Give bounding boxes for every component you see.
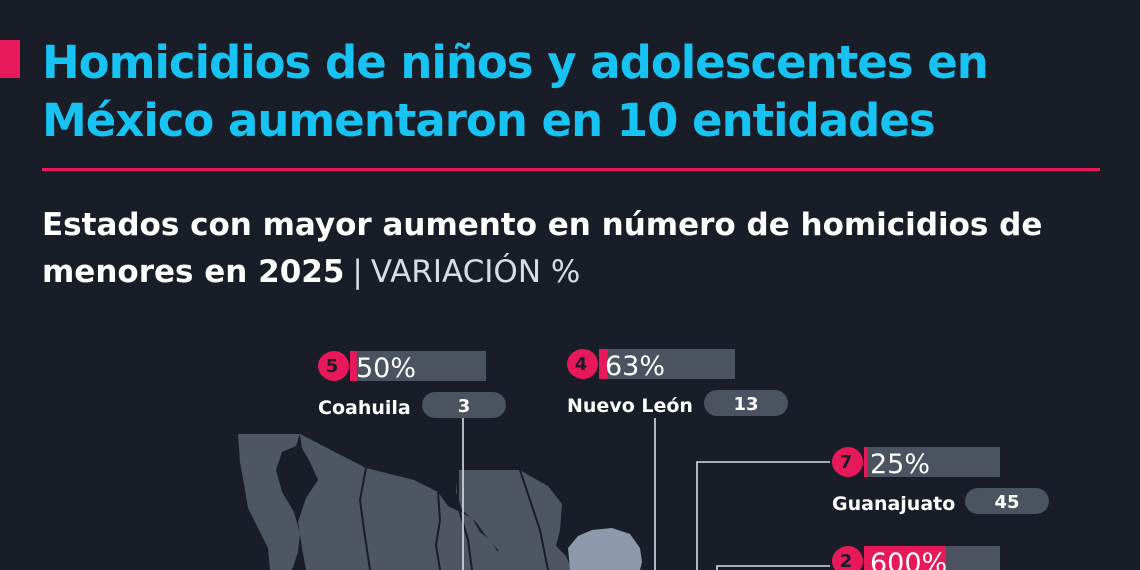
bar-value bbox=[599, 349, 608, 379]
bar-value bbox=[350, 351, 357, 381]
subtitle-unit: VARIACIÓN % bbox=[370, 254, 581, 290]
page-title: Homicidios de niños y adolescentes en Mé… bbox=[42, 36, 989, 147]
callout-4: 2 600% bbox=[832, 546, 1000, 570]
leader-lines bbox=[462, 418, 830, 570]
variation-label: 63% bbox=[605, 351, 665, 382]
map-baja-peninsula bbox=[238, 434, 300, 570]
count-pill bbox=[422, 392, 506, 418]
leader-line bbox=[716, 565, 830, 570]
subtitle-main: Estados con mayor aumento en número de h… bbox=[42, 207, 1043, 290]
bar-value bbox=[864, 546, 946, 570]
bar-track bbox=[599, 349, 735, 379]
bar-track bbox=[864, 447, 1000, 477]
callout-1: 5 50% Coahuila 3 bbox=[318, 351, 506, 419]
count-pill bbox=[965, 488, 1049, 514]
leader-line bbox=[696, 461, 830, 570]
rank-badge bbox=[832, 547, 860, 570]
title-accent-bar bbox=[0, 40, 20, 78]
rank-label: 4 bbox=[575, 354, 588, 375]
rank-label: 7 bbox=[840, 452, 853, 473]
rank-label: 2 bbox=[840, 551, 853, 570]
count-label: 13 bbox=[733, 394, 758, 415]
bar-value bbox=[864, 447, 868, 477]
callout-3: 7 25% Guanajuato 45 bbox=[832, 447, 1049, 515]
callout-2: 4 63% Nuevo León 13 bbox=[567, 349, 788, 417]
mexico-map bbox=[238, 434, 642, 570]
count-pill bbox=[704, 390, 788, 416]
rank-label: 5 bbox=[326, 356, 339, 377]
bar-track bbox=[350, 351, 486, 381]
rank-badge bbox=[567, 350, 595, 378]
map-mainland-north bbox=[298, 434, 502, 570]
subtitle-separator: | bbox=[352, 254, 363, 290]
chart-callouts: 5 50% Coahuila 3 4 63% Nuevo León 13 7 25% Guanaju… bbox=[318, 349, 1049, 570]
chart-subtitle: Estados con mayor aumento en número de h… bbox=[42, 202, 1102, 296]
state-label: Coahuila bbox=[318, 397, 411, 419]
variation-label: 600% bbox=[870, 548, 947, 570]
map-highlight-state bbox=[568, 528, 642, 570]
state-label: Nuevo León bbox=[567, 395, 693, 417]
rank-badge bbox=[318, 352, 346, 380]
state-label: Guanajuato bbox=[832, 493, 955, 515]
rank-badge bbox=[832, 448, 860, 476]
count-label: 45 bbox=[994, 492, 1019, 513]
variation-label: 50% bbox=[356, 353, 416, 384]
variation-label: 25% bbox=[870, 449, 930, 480]
title-divider bbox=[42, 168, 1100, 171]
count-label: 3 bbox=[458, 396, 471, 417]
